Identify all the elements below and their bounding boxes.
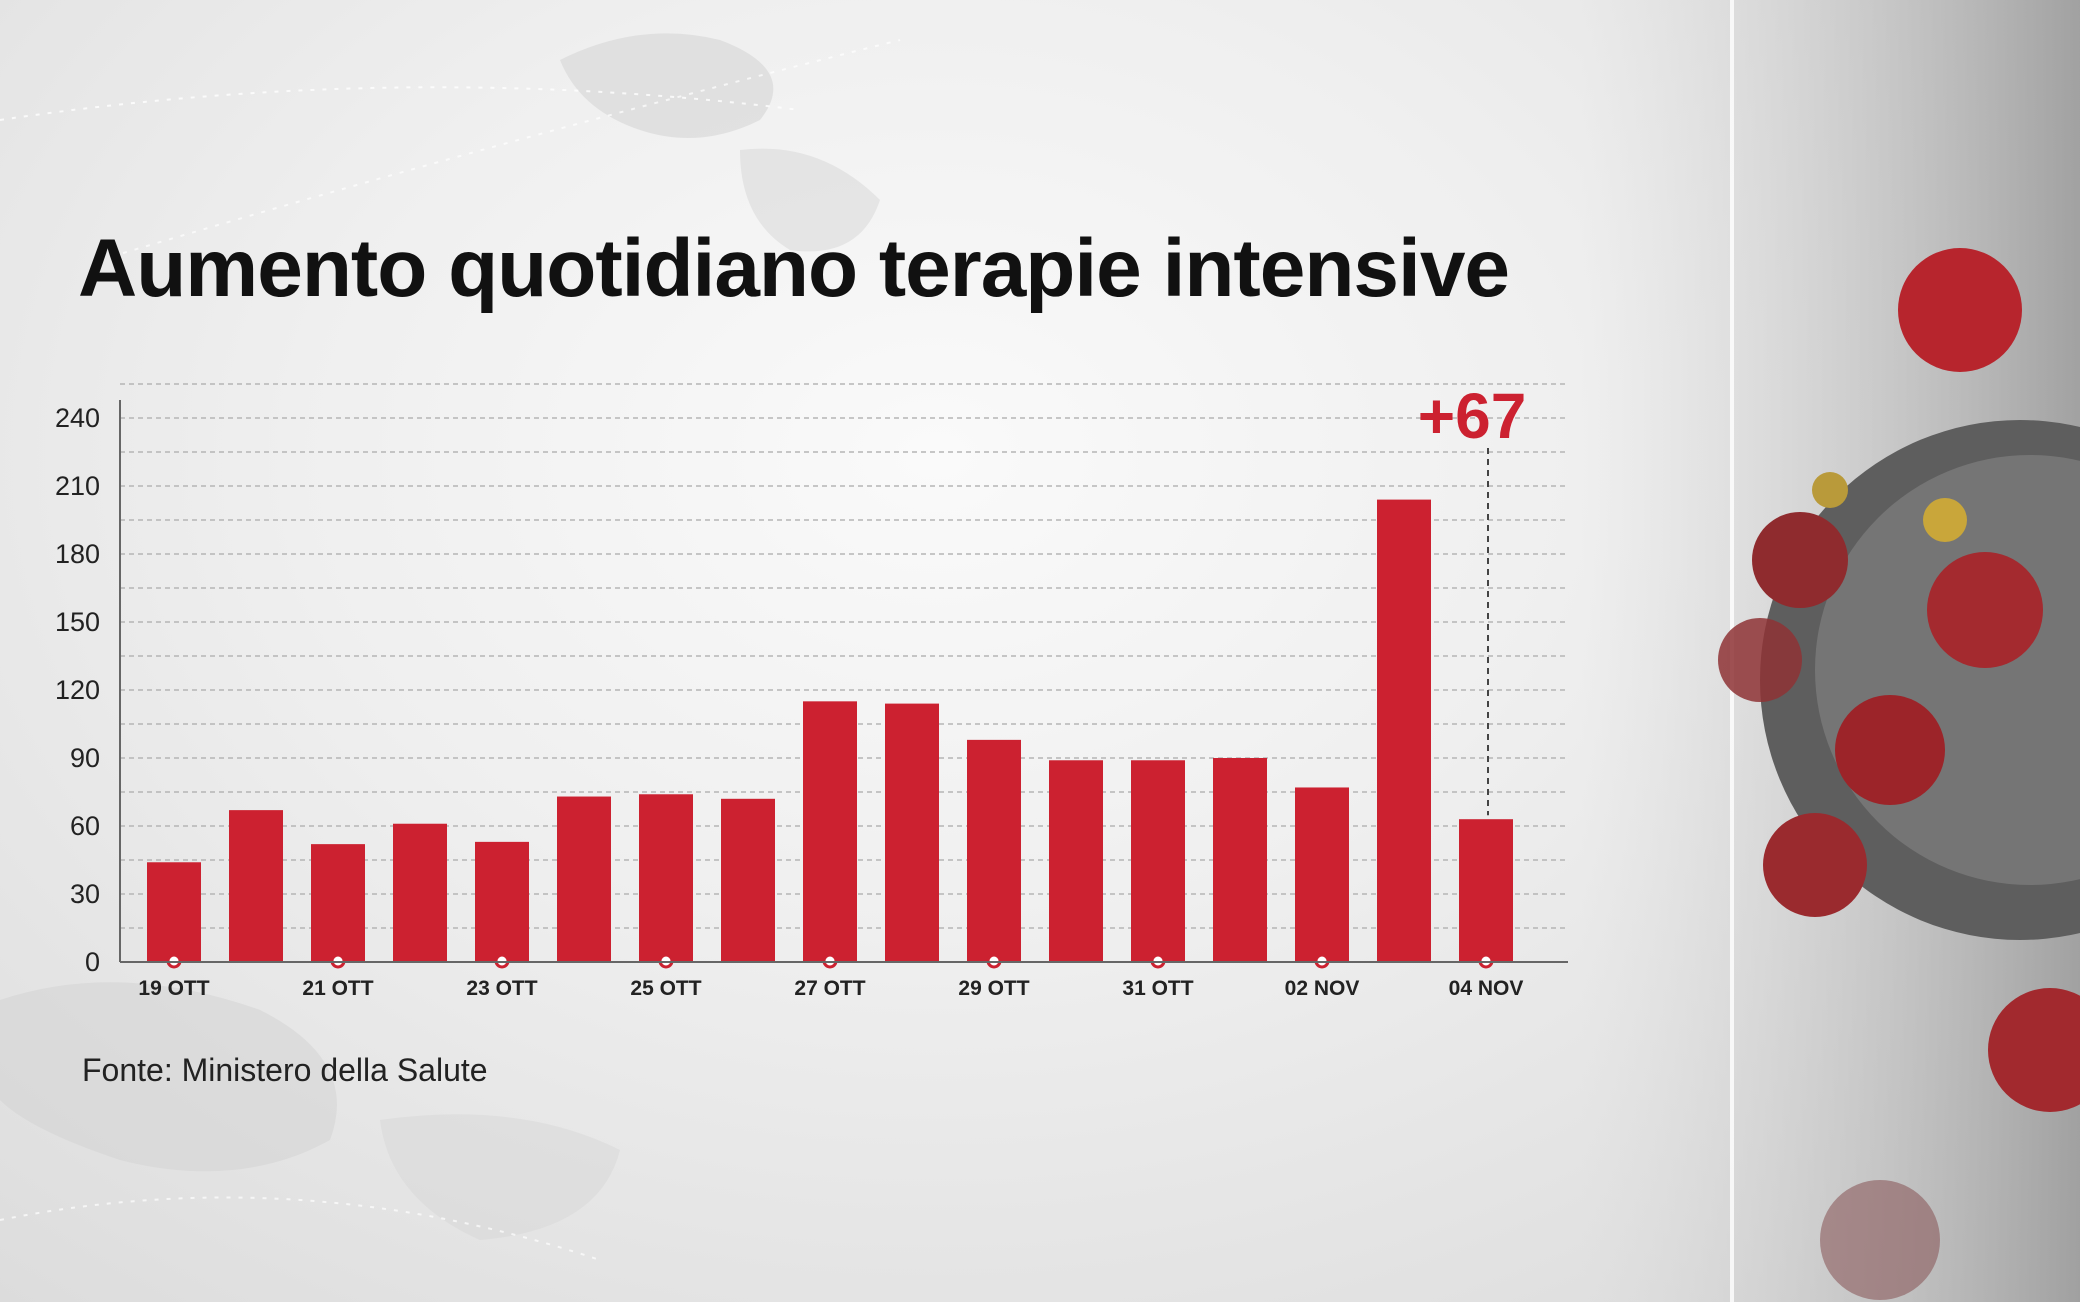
bar (639, 794, 693, 962)
x-tick-label: 23 OTT (466, 977, 537, 1000)
bar (967, 739, 1021, 962)
bar (1131, 760, 1185, 962)
annotation-label: +67 (1418, 380, 1527, 452)
bars (147, 499, 1513, 962)
y-tick-label: 30 (70, 879, 100, 909)
bar (475, 841, 529, 962)
annotation: +67 (1418, 380, 1527, 816)
bar (1213, 758, 1267, 962)
y-tick-label: 0 (85, 947, 100, 977)
virus-illustration (1718, 248, 2080, 1300)
y-axis-ticks: 0 30 60 90 120 150 180 210 240 (55, 403, 100, 977)
bar (1459, 819, 1513, 962)
x-tick-label: 19 OTT (138, 977, 209, 1000)
y-tick-label: 120 (55, 675, 100, 705)
bar (229, 810, 283, 962)
bar (1377, 499, 1431, 962)
x-tick-label: 04 NOV (1449, 977, 1524, 1000)
bar (721, 798, 775, 962)
bar (393, 823, 447, 962)
x-tick-label: 21 OTT (302, 977, 373, 1000)
bar (557, 796, 611, 962)
x-tick-label: 29 OTT (958, 977, 1029, 1000)
x-axis-ticks: 19 OTT 21 OTT 23 OTT 25 OTT 27 OTT 29 OTT 31 O… (138, 953, 1524, 1000)
x-tick-label: 31 OTT (1122, 977, 1193, 1000)
x-tick-label: 02 NOV (1285, 977, 1360, 1000)
x-tick-label: 25 OTT (630, 977, 701, 1000)
bar (803, 701, 857, 962)
bar (311, 844, 365, 962)
y-tick-label: 90 (70, 743, 100, 773)
y-tick-label: 210 (55, 471, 100, 501)
y-tick-label: 240 (55, 403, 100, 433)
bar (1049, 760, 1103, 962)
x-tick-label: 27 OTT (794, 977, 865, 1000)
y-tick-label: 150 (55, 607, 100, 637)
y-tick-label: 60 (70, 811, 100, 841)
source-note: Fonte: Ministero della Salute (82, 1052, 488, 1088)
bar (147, 862, 201, 962)
bar (1295, 787, 1349, 962)
page-title: Aumento quotidiano terapie intensive (78, 223, 1510, 314)
bar (885, 703, 939, 962)
y-tick-label: 180 (55, 539, 100, 569)
